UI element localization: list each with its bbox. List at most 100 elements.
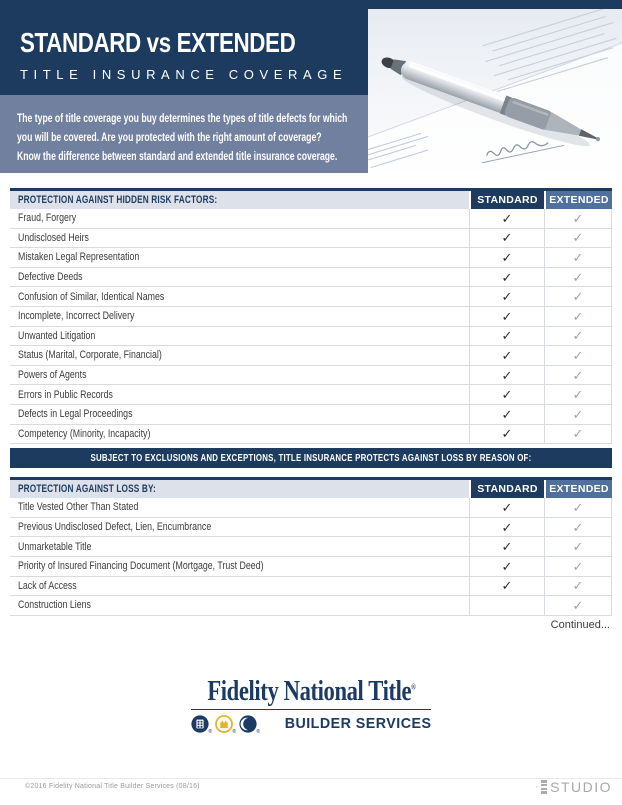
- intro-line: The type of title coverage you buy deter…: [17, 111, 348, 125]
- extended-check-cell: ✓: [544, 346, 612, 365]
- copyright-text: ©2016 Fidelity National Title Builder Se…: [25, 783, 200, 790]
- check-icon: ✓: [572, 269, 584, 285]
- risk-factor-label: Competency (Minority, Incapacity): [18, 427, 151, 440]
- check-icon: ✓: [572, 328, 584, 344]
- exclusions-banner: SUBJECT TO EXCLUSIONS AND EXCEPTIONS, TI…: [10, 448, 612, 469]
- page-title: STANDARD vs EXTENDED: [20, 27, 296, 58]
- pen-illustration: [381, 57, 600, 142]
- table-row: Competency (Minority, Incapacity) ✓ ✓: [10, 424, 612, 445]
- table-body: Fraud, Forgery ✓ ✓ Undisclosed Heirs ✓ ✓ Mista…: [10, 209, 612, 445]
- check-icon: ✓: [501, 230, 513, 246]
- check-icon: ✓: [572, 210, 584, 226]
- page-subtitle: TITLE INSURANCE COVERAGE: [20, 67, 348, 82]
- risk-factor-label: Construction Liens: [18, 599, 91, 612]
- column-header-extended: EXTENDED: [544, 191, 612, 209]
- table-title-cell: PROTECTION AGAINST LOSS BY:: [10, 480, 469, 499]
- check-icon: ✓: [501, 249, 513, 265]
- check-icon: ✓: [501, 387, 513, 403]
- check-icon: ✓: [501, 289, 513, 305]
- table-row: Title Vested Other Than Stated ✓ ✓: [10, 498, 612, 518]
- table-title-cell: PROTECTION AGAINST HIDDEN RISK FACTORS:: [10, 191, 469, 209]
- risk-factor-label: Fraud, Forgery: [18, 212, 77, 225]
- check-icon: ✓: [501, 269, 513, 285]
- signature-line: [481, 141, 565, 164]
- table-row: Lack of Access ✓ ✓: [10, 576, 612, 597]
- standard-check-cell: ✓: [469, 346, 544, 365]
- standard-check-cell: ✓: [469, 576, 544, 596]
- check-icon: ✓: [501, 367, 513, 383]
- crescent-circle-icon: ®: [239, 715, 260, 735]
- check-icon: ✓: [572, 597, 584, 613]
- check-icon: ✓: [572, 406, 584, 422]
- check-icon: ✓: [501, 347, 513, 363]
- risk-factor-label: Unwanted Litigation: [18, 329, 96, 342]
- check-icon: ✓: [572, 308, 584, 324]
- risk-factor-label: Defective Deeds: [18, 271, 83, 284]
- studio-mark-icon: ◦: [535, 783, 539, 791]
- table-title: PROTECTION AGAINST LOSS BY:: [18, 483, 156, 496]
- extended-check-cell: ✓: [544, 385, 612, 404]
- loss-protection-table: PROTECTION AGAINST LOSS BY: STANDARD EXT…: [10, 477, 612, 616]
- standard-check-cell: ✓: [469, 228, 544, 248]
- company-logo: Fidelity National Title® ®: [186, 675, 436, 735]
- fidelity-building-icon: ®: [191, 715, 212, 735]
- table-row: Construction Liens ✓: [10, 596, 612, 616]
- intro-panel: The type of title coverage you buy deter…: [0, 95, 368, 173]
- extended-check-cell: ✓: [544, 596, 612, 615]
- check-icon: ✓: [501, 519, 513, 535]
- extended-check-cell: ✓: [544, 306, 612, 326]
- standard-check-cell: ✓: [469, 209, 544, 228]
- risk-factor-label: Title Vested Other Than Stated: [18, 501, 139, 514]
- standard-check-cell: ✓: [469, 404, 544, 424]
- standard-check-cell: ✓: [469, 287, 544, 306]
- table-row: Defects in Legal Proceedings ✓ ✓: [10, 404, 612, 425]
- table-row: Incomplete, Incorrect Delivery ✓ ✓: [10, 306, 612, 327]
- standard-check-cell: ✓: [469, 424, 544, 444]
- hero-section: STANDARD vs EXTENDED TITLE INSURANCE COV…: [0, 0, 622, 173]
- family-of-companies-icons: ® ® ®: [191, 714, 260, 735]
- check-icon: ✓: [501, 578, 513, 594]
- table-row: Previous Undisclosed Defect, Lien, Encum…: [10, 517, 612, 538]
- standard-check-cell: ✓: [469, 537, 544, 556]
- registered-mark: ®: [208, 728, 212, 735]
- extended-check-cell: ✓: [544, 424, 612, 444]
- registered-mark: ®: [256, 728, 260, 735]
- check-icon: ✓: [501, 499, 513, 515]
- standard-check-cell: ✓: [469, 326, 544, 346]
- pen-photo-illustration: [365, 7, 622, 173]
- check-icon: ✓: [501, 539, 513, 555]
- table-row: Status (Marital, Corporate, Financial) ✓ ✓: [10, 346, 612, 366]
- table-row: Unmarketable Title ✓ ✓: [10, 537, 612, 557]
- footer-divider: [0, 778, 622, 779]
- hero-title-block: STANDARD vs EXTENDED TITLE INSURANCE COV…: [0, 0, 368, 95]
- check-icon: ✓: [501, 210, 513, 226]
- risk-factor-label: Lack of Access: [18, 579, 77, 592]
- standard-check-cell: ✓: [469, 365, 544, 385]
- check-icon: ✓: [572, 387, 584, 403]
- extended-check-cell: ✓: [544, 267, 612, 287]
- extended-check-cell: ✓: [544, 404, 612, 424]
- exclusions-banner-text: SUBJECT TO EXCLUSIONS AND EXCEPTIONS, TI…: [90, 452, 532, 465]
- extended-check-cell: ✓: [544, 248, 612, 267]
- risk-factor-label: Errors in Public Records: [18, 388, 113, 401]
- standard-check-cell: ✓: [469, 556, 544, 576]
- check-icon: ✓: [572, 578, 584, 594]
- table-row: Priority of Insured Financing Document (…: [10, 556, 612, 577]
- logo-divider: [191, 708, 431, 710]
- extended-check-cell: ✓: [544, 209, 612, 228]
- continued-note: Continued...: [550, 618, 610, 631]
- risk-factor-label: Mistaken Legal Representation: [18, 251, 140, 264]
- studio-bars-icon: [541, 780, 548, 794]
- check-icon: ✓: [572, 539, 584, 555]
- check-icon: ✓: [572, 230, 584, 246]
- check-icon: ✓: [501, 308, 513, 324]
- extended-check-cell: ✓: [544, 365, 612, 385]
- check-icon: ✓: [501, 426, 513, 442]
- extended-check-cell: ✓: [544, 498, 612, 517]
- gold-castle-icon: ®: [215, 714, 236, 735]
- extended-check-cell: ✓: [544, 326, 612, 346]
- check-icon: ✓: [572, 347, 584, 363]
- risk-factor-label: Status (Marital, Corporate, Financial): [18, 349, 162, 362]
- intro-line: you will be covered. Are you protected w…: [17, 130, 322, 144]
